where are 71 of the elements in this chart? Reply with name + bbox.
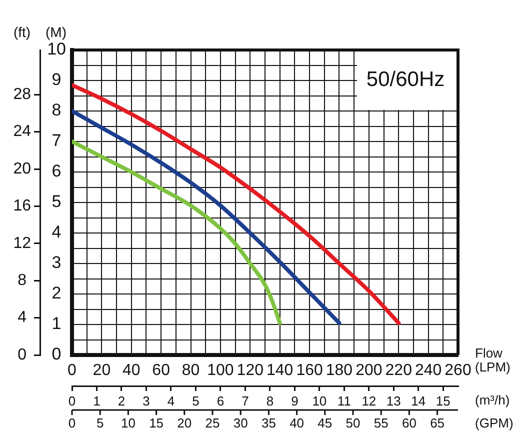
text: (GPM) — [475, 416, 514, 431]
x-tick-label: 80 — [182, 362, 200, 380]
y-tick-label: 10 — [47, 40, 66, 59]
x-tick-label: 100 — [207, 362, 234, 380]
y-tick-label: 6 — [52, 162, 62, 181]
x2-tick-label: 12 — [362, 393, 376, 408]
annotation: 50/60Hz — [366, 68, 445, 91]
x2-tick-label: 7 — [242, 393, 249, 408]
y2-tick-label: 28 — [13, 86, 32, 104]
x2-tick-label: 15 — [436, 393, 450, 408]
x-tick-label: 240 — [414, 362, 442, 380]
x2-tick-label: 10 — [312, 393, 327, 408]
text: 30 — [233, 416, 248, 431]
x2-tick-label: 1 — [93, 393, 100, 408]
text: 5 — [96, 416, 104, 431]
y2-tick-label: 0 — [18, 346, 27, 364]
y2-tick-label: 24 — [13, 123, 32, 140]
text: 35 — [261, 416, 276, 431]
y-tick-label: 5 — [52, 192, 62, 212]
x2-tick-label: 5 — [192, 393, 200, 408]
x-tick-label: 20 — [92, 362, 111, 380]
y2-tick-label: 8 — [18, 272, 27, 290]
x-tick-label: 0 — [68, 362, 77, 380]
x-tick-label: 220 — [385, 362, 412, 380]
x2-tick-label: 8 — [266, 393, 274, 408]
text: 10 — [120, 416, 136, 431]
x2-tick-label: 14 — [411, 393, 426, 408]
y-tick-label: 9 — [52, 70, 62, 90]
x-axis-title: Flow (LPM) — [475, 346, 510, 375]
text: 25 — [205, 416, 220, 431]
y-tick-label: 2 — [52, 284, 62, 303]
y-tick-label: 3 — [52, 253, 62, 272]
line-series — [72, 109, 342, 325]
y-tick-label: 7 — [52, 131, 62, 150]
y2-tick-label: 20 — [13, 160, 32, 178]
text: 20 — [177, 416, 192, 431]
x2-tick-label: 0 — [68, 393, 76, 408]
text: 15 — [149, 416, 164, 431]
text: 65 — [430, 416, 445, 431]
text: 60 — [402, 416, 416, 431]
x2-tick-label: 6 — [216, 393, 224, 408]
x-tick-label: 160 — [296, 362, 323, 380]
y2-tick-label: 4 — [18, 309, 27, 326]
x-tick-label: 40 — [122, 362, 140, 380]
text: 45 — [318, 416, 332, 431]
x2-tick-label: 2 — [118, 393, 126, 408]
x2-axis-title: (m³/h) — [475, 392, 510, 408]
y2-tick-label: 12 — [13, 234, 32, 252]
x-tick-label: 260 — [444, 362, 472, 380]
text: 0 — [68, 416, 76, 431]
x2-tick-label: 3 — [142, 393, 150, 408]
text: 40 — [290, 416, 304, 431]
x-tick-label: 60 — [152, 362, 170, 380]
line-series — [72, 140, 282, 325]
y-axis-title: (M) — [46, 24, 66, 40]
y2-axis-title: (ft) — [13, 24, 31, 40]
y-tick-label: 0 — [52, 344, 62, 364]
y-tick-label: 8 — [52, 100, 62, 120]
x2-tick-label: 4 — [167, 393, 175, 408]
y-tick-label: 1 — [52, 314, 62, 334]
x-tick-label: 120 — [236, 362, 264, 380]
x2-tick-label: 13 — [386, 393, 401, 408]
text: 55 — [374, 416, 388, 431]
x-tick-label: 140 — [266, 362, 294, 380]
y2-tick-label: 16 — [13, 198, 32, 215]
text: 50 — [346, 416, 360, 431]
y-tick-label: 4 — [52, 222, 62, 242]
x-tick-label: 180 — [326, 362, 353, 380]
x-tick-label: 200 — [356, 362, 382, 380]
x2-tick-label: 9 — [291, 393, 298, 408]
x2-tick-label: 11 — [337, 393, 351, 408]
